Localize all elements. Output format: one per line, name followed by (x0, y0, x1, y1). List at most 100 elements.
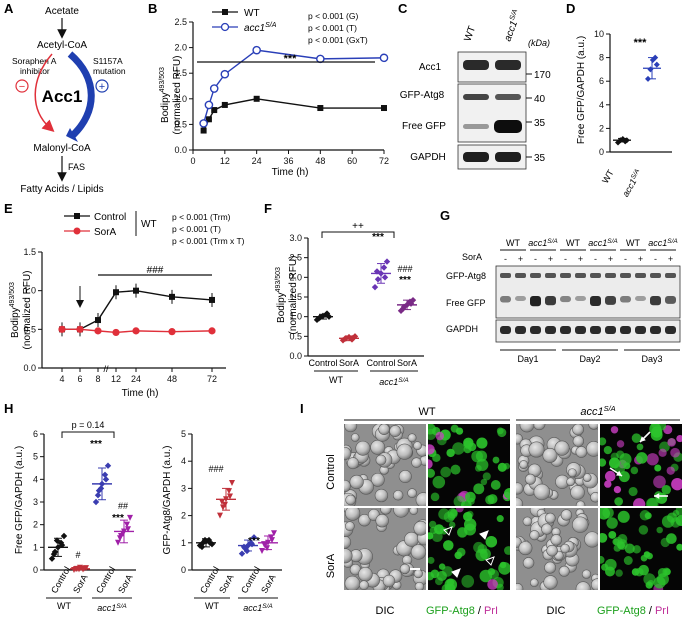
gfp-cell (606, 517, 618, 529)
panel-letter-d: D (566, 1, 575, 16)
g-col-header-1: acc1S/A (528, 238, 558, 248)
col-label-c-acc1: acc1S/A (502, 8, 524, 43)
pri-cell (616, 440, 625, 448)
marker-c-2: 35 (534, 118, 546, 129)
gfp-cell (497, 428, 507, 438)
F-ytick-label-1: 0.5 (289, 331, 302, 341)
pri-cell (604, 480, 612, 488)
gfp-cell (649, 424, 662, 435)
bottom-i-dic-1: DIC (376, 605, 395, 617)
dic-cell (344, 535, 352, 549)
dic-cell (409, 508, 419, 515)
dic-cell (543, 575, 558, 590)
F-point-2-1 (374, 276, 382, 283)
g-band-free-4 (560, 296, 571, 303)
gfp-cell (496, 583, 504, 590)
panel-a: A Acetate Acetyl-CoA Soraphen A inhibito… (4, 1, 126, 195)
stat-b-2: p < 0.001 (GxT) (308, 35, 368, 45)
pri-cell (658, 448, 667, 457)
day-label-2: Day2 (579, 354, 600, 364)
b-ytick-label-1: 0.5 (174, 119, 187, 129)
dic-cell (571, 516, 589, 533)
chart-d: 0 2 4 6 8 10 (594, 29, 672, 157)
gfp-cell (463, 511, 473, 522)
legend-control-marker (74, 213, 80, 219)
dic-cell (590, 492, 598, 503)
gfp-cell (608, 530, 617, 539)
malonyl-coa-label: Malonyl-CoA (33, 143, 91, 154)
sig-hr-0: ### (208, 464, 223, 474)
pri-cell (428, 459, 433, 469)
stat-e-0: p < 0.001 (Trm) (172, 212, 231, 222)
gfp-cell (490, 480, 501, 490)
dic-cell (344, 548, 353, 564)
gfp-cell (631, 568, 640, 576)
g-sign-1: + (518, 254, 523, 264)
dic-cell (407, 488, 418, 499)
sig-hl-2: *** (112, 513, 124, 524)
g-band-gapdh-7 (605, 326, 616, 334)
e-point-1-5 (168, 328, 176, 336)
dic-cell (544, 512, 556, 524)
xlabel-f-2: Control (366, 358, 395, 368)
gfp-cell (432, 475, 446, 489)
gfp-cell (656, 573, 669, 586)
H-left-point-0-1 (51, 548, 59, 556)
H-left-ytick-label-3: 3 (33, 497, 38, 507)
d-ytick-label-4: 8 (599, 53, 604, 63)
arrowhead-2 (654, 493, 660, 499)
sig-bracket-f (321, 231, 395, 238)
g-sign-8: - (624, 254, 627, 264)
stat-b-0: p < 0.001 (G) (308, 11, 358, 21)
dic-cell (560, 543, 570, 554)
sig-f-bot: *** (399, 275, 411, 286)
dic-cell (358, 567, 373, 582)
b-point-0-1 (205, 116, 212, 123)
bottom-i-dic-2: DIC (547, 605, 566, 617)
row-c-3: GAPDH (410, 152, 446, 163)
micro-cells-3 (600, 424, 682, 506)
g-band-free-0 (500, 296, 511, 303)
dic-cell (572, 435, 585, 447)
gfp-cell (479, 569, 493, 583)
band-c-gfpatg8-mut (495, 94, 521, 100)
panel-g: G WT acc1S/A WT acc1S/A WT acc1S/A- + - + - + - + - + -… (440, 208, 681, 364)
F-ytick-label-5: 2.5 (289, 253, 302, 263)
dic-cell (393, 508, 409, 518)
gfp-cell (450, 464, 461, 475)
bottom-i-stain-1: GFP-Atg8/PrI (426, 605, 498, 617)
sig-f-top: ++ (352, 221, 364, 232)
g-col-header-2: WT (566, 238, 580, 248)
sig-f-hash: ### (397, 264, 412, 274)
sig-hl-1: ## (118, 501, 128, 511)
gfp-cell (631, 433, 642, 443)
gfp-cell (600, 532, 608, 543)
pval-bracket-h (61, 431, 115, 438)
pri-cell (670, 447, 680, 458)
dic-cell (349, 474, 364, 490)
H-left-point-3-5 (117, 535, 123, 542)
pri-cell (666, 466, 675, 475)
dic-cell (529, 530, 540, 541)
g-band-free-7 (605, 296, 616, 305)
H-right-point-0-7 (201, 536, 209, 544)
g-col-header-5: acc1S/A (648, 238, 678, 248)
legend-control-label: Control (94, 212, 126, 223)
panel-letter-b: B (148, 1, 157, 16)
band-c-gapdh-wt (463, 152, 489, 162)
dic-cell (542, 447, 558, 463)
row-g-1: Free GFP (446, 298, 486, 308)
d-ytick-label-5: 10 (594, 29, 604, 39)
gfp-cell (447, 508, 458, 519)
g-band-gapdh-6 (590, 326, 601, 334)
micro-cells-0 (344, 424, 426, 506)
band-c-acc1-wt (463, 60, 489, 70)
gfp-cell (615, 569, 623, 577)
band-c-gapdh-mut (495, 152, 521, 162)
minus-icon (15, 79, 29, 93)
ylabel-b-main: Bodipy493/503 (159, 67, 171, 123)
legend-wt-label: WT (244, 8, 260, 19)
g-band-atg8-9 (635, 273, 646, 278)
gfp-cell (454, 551, 463, 560)
pri-cell (633, 498, 646, 506)
